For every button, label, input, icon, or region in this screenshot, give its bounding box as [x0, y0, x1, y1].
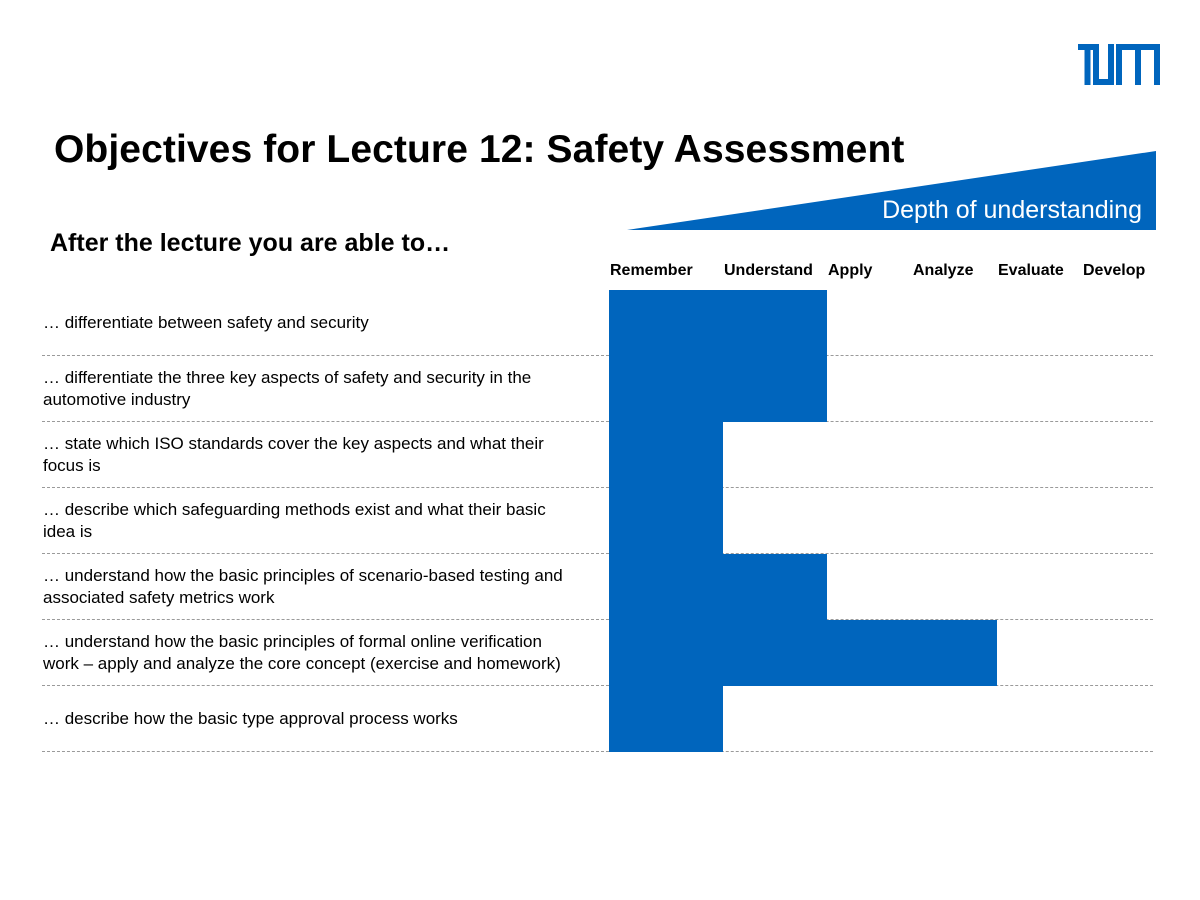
depth-bar [609, 554, 827, 620]
objective-text: … describe which safeguarding methods ex… [43, 499, 546, 541]
tum-logo [1078, 44, 1160, 85]
objective-text: … understand how the basic principles of… [43, 631, 561, 673]
level-remember: Remember [610, 262, 693, 279]
subtitle: After the lecture you are able to… [50, 229, 451, 257]
objective-row: … understand how the basic principles of… [42, 554, 1153, 620]
level-evaluate: Evaluate [998, 262, 1064, 279]
depth-bar [609, 620, 997, 686]
objective-row: … describe how the basic type approval p… [42, 686, 1153, 752]
objective-row: … state which ISO standards cover the ke… [42, 422, 1153, 488]
depth-bar [609, 356, 827, 422]
level-develop: Develop [1083, 262, 1146, 279]
objective-text: … differentiate between safety and secur… [43, 312, 369, 332]
objective-row: … understand how the basic principles of… [42, 620, 1153, 686]
level-apply: Apply [828, 262, 873, 279]
level-analyze: Analyze [913, 262, 974, 279]
level-understand: Understand [724, 262, 813, 279]
depth-bar [609, 290, 827, 356]
depth-bar [609, 488, 723, 554]
objective-text: … describe how the basic type approval p… [43, 708, 458, 728]
depth-bar [609, 422, 723, 488]
depth-bar [609, 686, 723, 752]
objective-row: … differentiate between safety and secur… [42, 290, 1153, 356]
objective-row: … differentiate the three key aspects of… [42, 356, 1153, 422]
objective-text: … understand how the basic principles of… [43, 565, 563, 607]
objective-row: … describe which safeguarding methods ex… [42, 488, 1153, 554]
objective-text: … differentiate the three key aspects of… [43, 367, 532, 409]
page-title: Objectives for Lecture 12: Safety Assess… [54, 128, 905, 171]
depth-of-understanding-label: Depth of understanding [882, 196, 1142, 224]
objective-text: … state which ISO standards cover the ke… [43, 433, 544, 475]
depth-wedge [627, 151, 1156, 230]
